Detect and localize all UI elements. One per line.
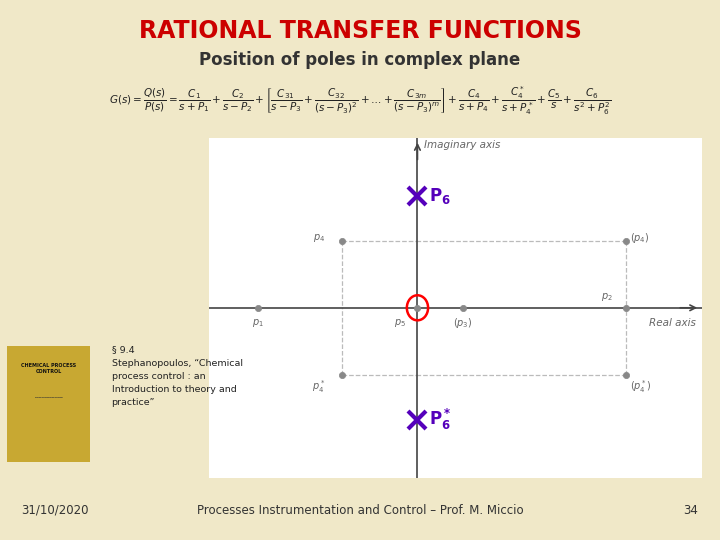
Text: $p_4^*$: $p_4^*$ [312, 378, 325, 395]
Text: Real axis: Real axis [649, 318, 696, 328]
Text: Position of poles in complex plane: Position of poles in complex plane [199, 51, 521, 69]
Text: Imaginary axis: Imaginary axis [424, 140, 500, 150]
Text: $p_4$: $p_4$ [312, 232, 325, 245]
Text: $(p_4^*)$: $(p_4^*)$ [630, 378, 652, 395]
Text: $p_1$: $p_1$ [252, 318, 264, 329]
Text: $G(s)=\dfrac{Q(s)}{P(s)}=\dfrac{C_1}{s+P_1}+\dfrac{C_2}{s-P_2}+\left[\dfrac{C_{3: $G(s)=\dfrac{Q(s)}{P(s)}=\dfrac{C_1}{s+P… [109, 84, 611, 117]
Text: 31/10/2020: 31/10/2020 [22, 504, 89, 517]
Text: § 9.4
Stephanopoulos, “Chemical
process control : an
Introduction to theory and
: § 9.4 Stephanopoulos, “Chemical process … [112, 346, 243, 407]
Text: 34: 34 [683, 504, 698, 517]
Text: CHEMICAL PROCESS
CONTROL: CHEMICAL PROCESS CONTROL [21, 363, 76, 374]
Text: $(p_4)$: $(p_4)$ [630, 232, 649, 245]
Text: Processes Instrumentation and Control – Prof. M. Miccio: Processes Instrumentation and Control – … [197, 504, 523, 517]
Text: $\mathbf{P_6^*}$: $\mathbf{P_6^*}$ [429, 407, 451, 432]
Text: $p_2$: $p_2$ [601, 291, 613, 302]
Text: ─────────────────: ───────────────── [35, 396, 63, 400]
Text: $(p_3)$: $(p_3)$ [453, 316, 473, 330]
Text: $\mathbf{P_6}$: $\mathbf{P_6}$ [429, 186, 451, 206]
Text: $p_5$: $p_5$ [395, 318, 406, 329]
Text: RATIONAL TRANSFER FUNCTIONS: RATIONAL TRANSFER FUNCTIONS [138, 19, 582, 43]
